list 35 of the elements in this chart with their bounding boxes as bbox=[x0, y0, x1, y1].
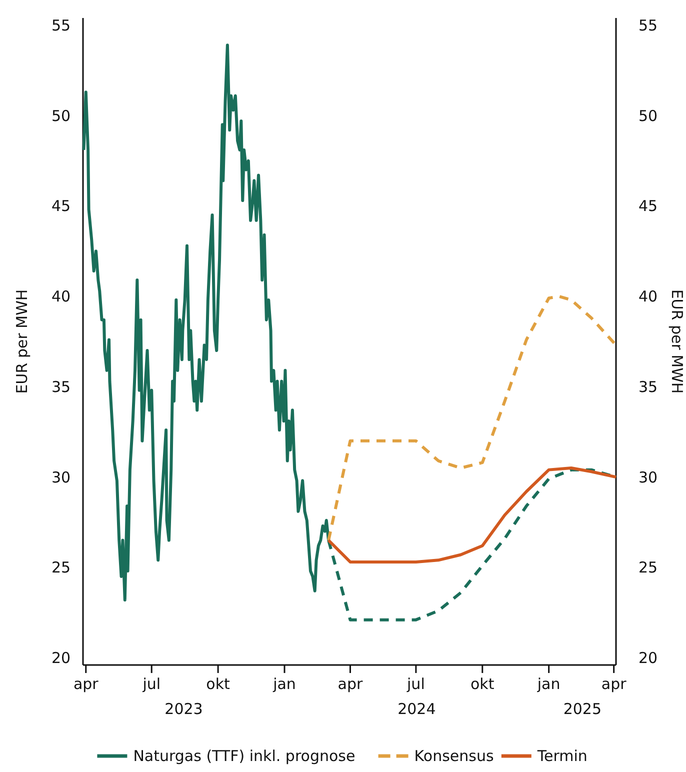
x-tick-label: jul bbox=[406, 675, 425, 693]
line-series bbox=[327, 466, 618, 564]
x-tick-label: apr bbox=[73, 675, 100, 693]
y2-tick-label: 35 bbox=[638, 378, 658, 396]
y-tick-label: 30 bbox=[51, 468, 71, 486]
y-tick-label: 40 bbox=[51, 288, 71, 306]
x-tick-label: okt bbox=[470, 675, 494, 693]
x-tick-label: apr bbox=[338, 675, 364, 693]
y2-tick-label: 40 bbox=[638, 288, 658, 306]
y2-tick-label: 30 bbox=[638, 468, 658, 486]
x-tick-label: jul bbox=[142, 675, 161, 693]
y2-tick-label: 50 bbox=[638, 106, 658, 125]
y-tick-label: 50 bbox=[51, 106, 71, 125]
x-tick-label: jan bbox=[536, 675, 560, 693]
y2-tick-label: 20 bbox=[638, 649, 658, 668]
y-tick-label: 20 bbox=[51, 649, 71, 668]
y2-tick-label: 25 bbox=[638, 558, 658, 577]
x-tick-label: apr bbox=[601, 675, 628, 693]
legend-label: Naturgas (TTF) inkl. prognose bbox=[133, 747, 356, 765]
legend-label: Termin bbox=[536, 747, 588, 765]
y2-axis-title: EUR per MWH bbox=[668, 289, 686, 394]
line-series bbox=[327, 294, 618, 542]
y-tick-label: 35 bbox=[51, 378, 71, 396]
y-tick-label: 25 bbox=[51, 558, 71, 577]
legend-label: Konsensus bbox=[414, 747, 494, 765]
text: 2025 bbox=[563, 700, 602, 718]
text: 2024 bbox=[398, 700, 436, 718]
x-tick-label: okt bbox=[206, 675, 230, 693]
y-axis-title: EUR per MWH bbox=[13, 289, 31, 394]
y2-tick-label: 55 bbox=[638, 16, 658, 34]
y-tick-label: 45 bbox=[51, 197, 71, 216]
text: 2023 bbox=[164, 700, 203, 718]
x-tick-label: jan bbox=[272, 675, 296, 693]
y-tick-label: 55 bbox=[51, 16, 71, 34]
y2-tick-label: 45 bbox=[638, 197, 658, 216]
